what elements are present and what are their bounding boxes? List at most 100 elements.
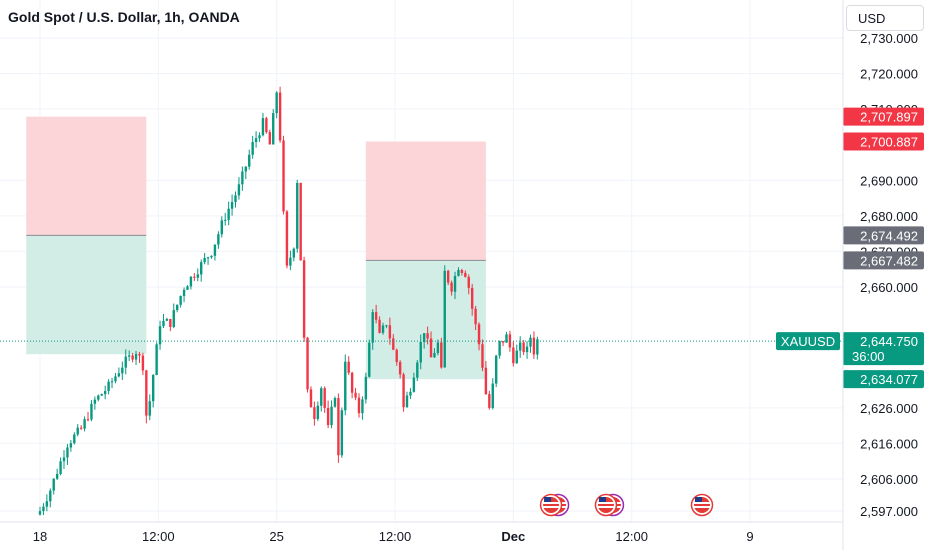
candle-body <box>505 334 508 343</box>
flag-stripe <box>597 502 614 504</box>
candle <box>457 267 460 277</box>
candle <box>498 340 501 359</box>
candle <box>49 488 52 508</box>
price-tick-label: 2,616.000 <box>860 436 918 451</box>
us-flag-event-icon[interactable] <box>594 493 625 517</box>
candle-body <box>69 443 73 448</box>
candle <box>412 372 416 393</box>
candle-body <box>193 276 196 278</box>
candle <box>285 210 289 269</box>
candle <box>491 378 494 410</box>
candle-body <box>488 394 491 408</box>
candle <box>176 304 179 313</box>
candle <box>316 401 320 422</box>
candle-body <box>395 349 398 363</box>
price-tick-label: 2,660.000 <box>860 280 918 295</box>
candle-body <box>114 376 117 382</box>
time-tick-label: 12:00 <box>379 529 412 544</box>
candle-body <box>110 381 114 383</box>
candle-body <box>525 346 529 353</box>
candle-body <box>107 381 110 392</box>
candle-body <box>138 354 141 356</box>
candle <box>508 330 512 352</box>
candle-body <box>515 350 518 364</box>
candle-body <box>326 407 330 426</box>
candle-body <box>73 434 76 444</box>
candle <box>477 322 481 351</box>
candle-body <box>484 367 488 395</box>
candle <box>289 250 292 271</box>
candle-body <box>323 388 326 408</box>
candle <box>419 334 422 370</box>
last-price-value: 2,644.750 <box>860 334 918 349</box>
candle-body <box>234 195 237 203</box>
currency-selector[interactable]: USD <box>846 5 924 31</box>
candle-body <box>453 275 457 292</box>
candle-body <box>302 260 306 338</box>
candle <box>268 129 272 145</box>
candle <box>278 86 282 143</box>
candle <box>536 336 539 360</box>
candle-body <box>501 341 505 343</box>
candlesticks <box>38 86 539 516</box>
candle-body <box>464 272 467 277</box>
candle <box>481 339 484 372</box>
candle-body <box>285 211 289 266</box>
candle-body <box>38 511 42 515</box>
candle-body <box>292 248 296 258</box>
candle <box>179 295 182 308</box>
candle-body <box>470 287 474 309</box>
price-badge-value: 2,700.887 <box>860 135 918 150</box>
stop-loss-zone <box>26 116 147 236</box>
candle <box>440 337 443 369</box>
candle-body <box>83 419 86 429</box>
candle <box>134 350 138 365</box>
candle <box>200 259 203 282</box>
candle <box>501 341 505 347</box>
candle-body <box>536 339 539 355</box>
candle-body <box>237 184 241 196</box>
us-flag-event-icon[interactable] <box>539 493 570 517</box>
candle-body <box>100 394 103 396</box>
candle <box>429 331 433 358</box>
candle-body <box>522 342 525 353</box>
candle <box>59 457 62 476</box>
candle-body <box>381 325 385 333</box>
candle-body <box>62 457 66 462</box>
us-flag-event-icon[interactable] <box>690 493 714 517</box>
candle-body <box>248 154 251 167</box>
candle-body <box>76 427 79 435</box>
candle-body <box>172 310 175 327</box>
candle-body <box>217 234 220 245</box>
candle-body <box>440 342 443 368</box>
candle-body <box>272 113 275 145</box>
candle-body <box>350 372 354 393</box>
candle-body <box>412 377 416 392</box>
candle <box>103 385 107 400</box>
candle-body <box>86 419 90 421</box>
price-tick-label: 2,690.000 <box>860 173 918 188</box>
chart-title: Gold Spot / U.S. Dollar, 1h, OANDA <box>8 9 240 25</box>
candle-body <box>361 399 364 414</box>
candle-body <box>364 376 368 400</box>
candle <box>83 416 86 432</box>
candle <box>110 377 114 389</box>
candle <box>45 494 49 512</box>
candle <box>443 265 446 368</box>
time-tick-label: 18 <box>33 529 47 544</box>
candle-body <box>392 338 395 350</box>
flag-stripe <box>693 502 710 504</box>
candle-body <box>368 342 371 377</box>
candle <box>371 309 374 350</box>
flag-stripe <box>543 502 560 504</box>
candle <box>515 344 518 364</box>
candle <box>213 244 217 261</box>
candle <box>131 352 134 363</box>
candle <box>426 326 429 345</box>
candle <box>378 316 381 334</box>
candle <box>529 334 532 353</box>
candle-body <box>278 92 282 141</box>
price-badge-bg <box>843 226 924 245</box>
candle <box>347 356 350 375</box>
